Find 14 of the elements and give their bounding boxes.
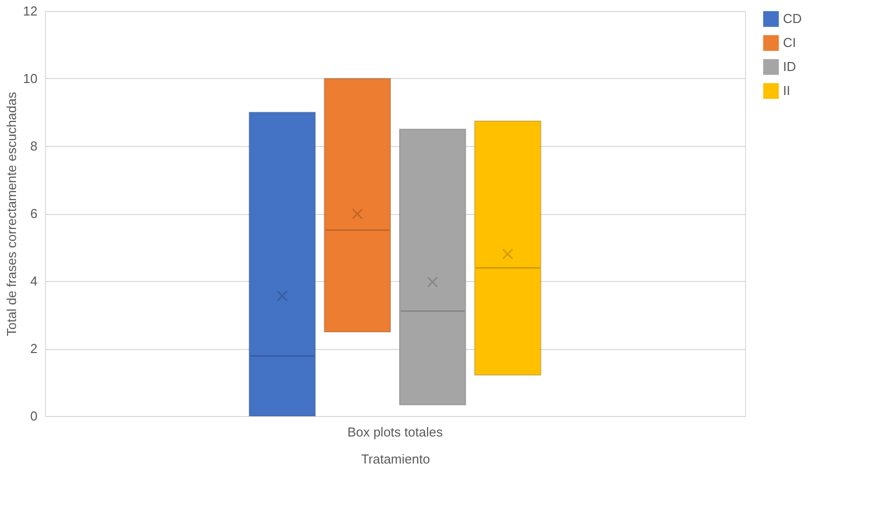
x-axis-title: Tratamiento: [361, 452, 430, 466]
y-tick-label: 2: [30, 341, 38, 356]
y-tick-label: 8: [30, 138, 38, 154]
y-tick-label: 0: [30, 408, 38, 424]
legend-label: ID: [783, 59, 796, 74]
y-tick-label: 4: [30, 274, 38, 288]
legend-label: CI: [783, 35, 796, 50]
x-tick-label: Box plots totales: [347, 424, 444, 440]
y-tick-label: 10: [23, 71, 38, 86]
y-axis-title: Total de frases correctamente escuchadas: [4, 91, 20, 336]
legend-label: II: [783, 83, 790, 98]
legend-label: CD: [783, 11, 802, 26]
y-tick-label: 12: [23, 4, 38, 18]
y-tick-label: 6: [30, 206, 38, 221]
